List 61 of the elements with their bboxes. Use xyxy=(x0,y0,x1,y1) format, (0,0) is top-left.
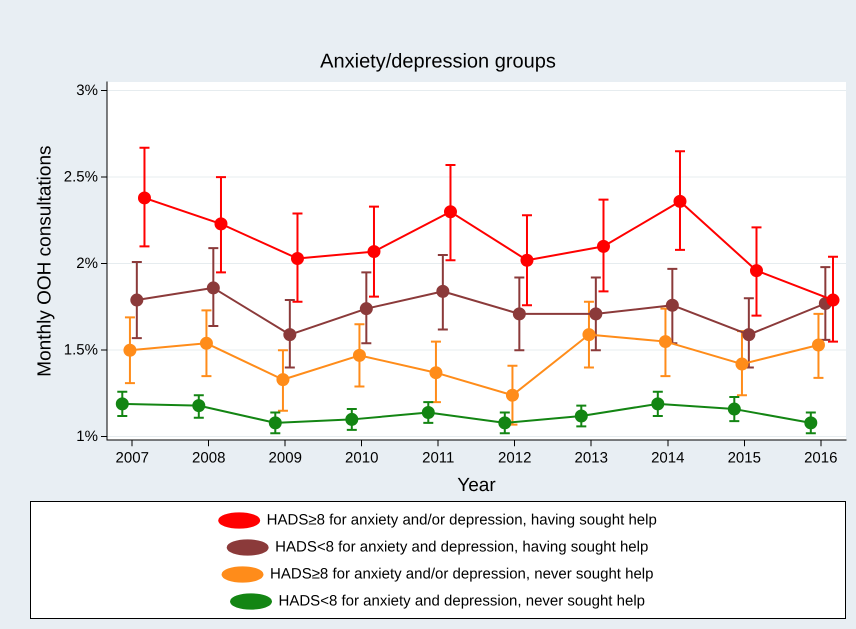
legend-label: HADS<8 for anxiety and depression, never sought help xyxy=(278,592,645,610)
legend-label: HADS≥8 for anxiety and/or depression, never sought help xyxy=(270,566,654,583)
x-tick-label: 2012 xyxy=(498,449,532,466)
point xyxy=(116,397,129,410)
point xyxy=(352,348,366,362)
y-axis-title: Monthly OOH consultations xyxy=(34,145,56,377)
y-tick-label: 2% xyxy=(76,254,98,272)
point xyxy=(512,307,526,320)
y-tick-label: 1% xyxy=(76,428,98,445)
point xyxy=(589,307,602,320)
point xyxy=(290,252,304,266)
point xyxy=(283,328,296,342)
x-tick-label: 2009 xyxy=(268,449,302,466)
legend-label: HADS≥8 for anxiety and/or depression, having sought help xyxy=(266,512,657,529)
legend-label: HADS<8 for anxiety and depression, having sought help xyxy=(275,538,648,556)
x-tick-label: 2008 xyxy=(192,449,226,466)
point xyxy=(422,406,435,420)
x-tick-label: 2016 xyxy=(804,449,838,466)
point xyxy=(658,335,672,348)
point xyxy=(360,302,373,316)
point xyxy=(596,240,610,253)
point xyxy=(130,294,144,307)
point xyxy=(429,366,442,380)
x-tick-label: 2013 xyxy=(574,449,608,466)
point xyxy=(826,294,840,307)
point xyxy=(345,412,358,426)
x-tick-label: 2010 xyxy=(345,449,378,466)
point xyxy=(574,409,588,422)
x-tick-label: 2011 xyxy=(422,449,454,466)
point xyxy=(276,373,290,386)
point xyxy=(673,194,686,208)
y-tick-label: 2.5% xyxy=(64,168,98,186)
point xyxy=(651,397,664,410)
point xyxy=(582,328,596,342)
point xyxy=(506,388,519,402)
point xyxy=(728,402,741,416)
y-tick-label: 3% xyxy=(76,82,98,99)
point xyxy=(192,399,206,412)
x-tick-label: 2015 xyxy=(728,449,761,466)
point xyxy=(444,205,457,218)
point xyxy=(367,245,380,258)
point xyxy=(735,358,748,371)
point xyxy=(742,328,756,342)
point xyxy=(138,191,151,204)
point xyxy=(200,336,213,350)
point xyxy=(520,254,534,267)
x-tick-label: 2007 xyxy=(116,449,149,466)
chart-title: Anxiety/depression groups xyxy=(320,50,556,73)
point xyxy=(206,281,220,294)
point xyxy=(123,344,136,357)
point xyxy=(750,264,763,278)
point xyxy=(804,416,818,430)
point xyxy=(436,284,450,298)
point xyxy=(498,416,512,430)
x-tick-label: 2014 xyxy=(651,449,684,466)
point xyxy=(214,217,228,230)
y-tick-label: 1.5% xyxy=(64,341,98,358)
point xyxy=(812,338,825,352)
point xyxy=(666,298,679,312)
point xyxy=(268,416,282,430)
x-axis-title: Year xyxy=(457,474,496,496)
